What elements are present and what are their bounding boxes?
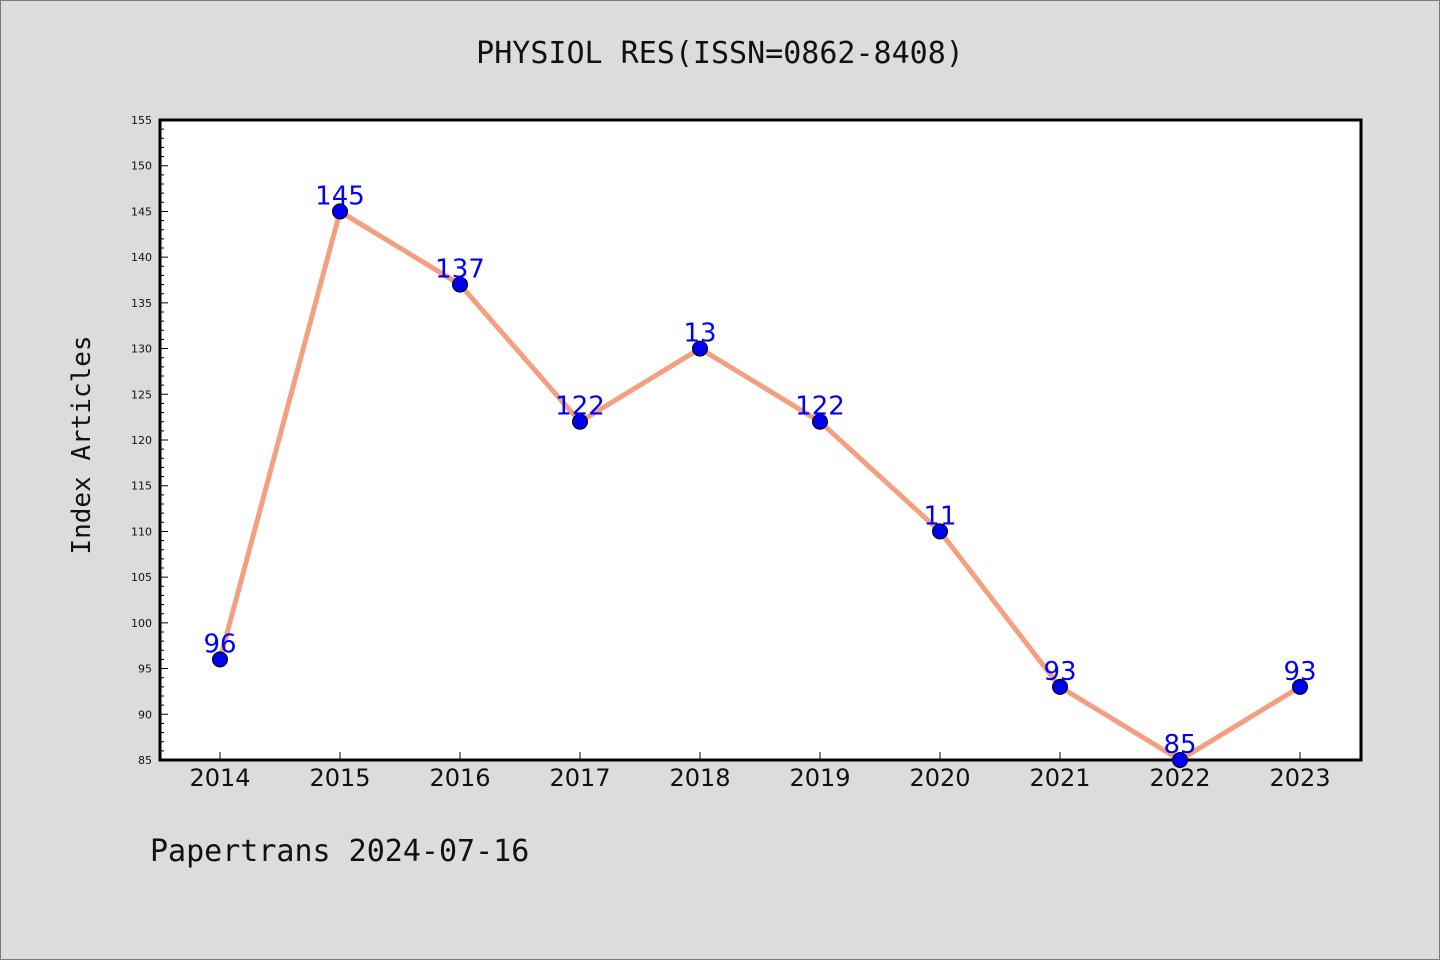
data-label: 96 — [203, 629, 236, 659]
y-tick-label: 125 — [131, 388, 152, 401]
y-tick-label: 135 — [131, 297, 152, 310]
y-tick-label: 140 — [131, 251, 152, 264]
x-tick-label: 2016 — [429, 764, 490, 792]
x-tick-label: 2022 — [1149, 764, 1210, 792]
y-tick-label: 90 — [138, 708, 152, 721]
x-tick-label: 2017 — [549, 764, 610, 792]
x-tick-label: 2015 — [309, 764, 370, 792]
data-label: 122 — [795, 392, 845, 422]
y-axis: 85 90 95 100 105 110 115 120 125 130 135 140 145 150 1… — [131, 114, 168, 767]
data-point-marker — [572, 413, 588, 430]
y-tick-label: 85 — [138, 754, 152, 767]
data-point-marker — [1052, 678, 1068, 695]
y-tick-label: 155 — [131, 114, 152, 127]
x-tick-label: 2021 — [1029, 764, 1090, 792]
plot-area — [158, 118, 1363, 762]
data-point-marker — [1292, 678, 1308, 695]
data-label: 85 — [1163, 730, 1196, 760]
data-label: 93 — [1283, 657, 1316, 687]
x-tick-label: 2019 — [789, 764, 850, 792]
x-axis: 2014 2015 2016 2017 2018 2019 2020 2021 2022 2023 — [189, 752, 1331, 792]
y-tick-label: 95 — [138, 663, 152, 676]
series-line: 96 145 137 122 13 122 11 93 85 93 — [203, 181, 1317, 768]
x-tick-label: 2014 — [189, 764, 250, 792]
y-tick-label: 150 — [131, 160, 152, 173]
data-label: 137 — [435, 255, 485, 285]
y-tick-label: 145 — [131, 205, 152, 218]
x-tick-label: 2020 — [909, 764, 970, 792]
data-point-marker — [812, 413, 828, 430]
y-tick-label: 100 — [131, 617, 152, 630]
x-tick-label: 2023 — [1269, 764, 1330, 792]
data-point-marker — [452, 276, 468, 293]
data-point-marker — [1172, 752, 1188, 768]
footer-caption: Papertrans 2024-07-16 — [150, 834, 530, 869]
x-tick-label: 2018 — [669, 764, 730, 792]
data-point-marker — [212, 651, 228, 668]
data-point-marker — [332, 203, 348, 220]
data-label: 145 — [315, 181, 365, 211]
chart-title: PHYSIOL RES(ISSN=0862-8408) — [476, 36, 964, 71]
y-tick-label: 110 — [131, 525, 152, 538]
data-point-marker — [692, 340, 708, 357]
data-label: 11 — [923, 501, 956, 531]
y-tick-label: 130 — [131, 343, 152, 356]
y-tick-label: 105 — [131, 571, 152, 584]
y-tick-label: 115 — [131, 480, 152, 493]
data-label: 13 — [683, 319, 716, 349]
data-point-marker — [932, 523, 948, 540]
data-label: 122 — [555, 392, 605, 422]
data-label: 93 — [1043, 657, 1076, 687]
y-tick-label: 120 — [131, 434, 152, 447]
series-polyline — [217, 208, 1303, 763]
y-axis-label: Index Articles — [67, 335, 97, 554]
